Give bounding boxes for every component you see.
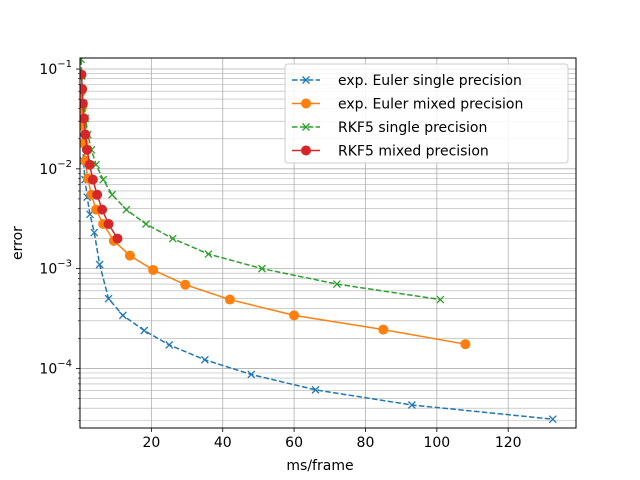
marker-x-stroke <box>548 415 557 424</box>
marker-x-stroke <box>95 260 104 269</box>
data-point <box>168 234 177 243</box>
x-tick-label: 60 <box>285 435 303 451</box>
plot-frame <box>79 57 577 429</box>
data-point <box>148 264 159 275</box>
marker-x-stroke <box>108 190 117 199</box>
legend-entry: RKF5 single precision <box>292 120 487 136</box>
data-point <box>80 98 88 109</box>
legend: exp. Euler single precision exp. Euler mi… <box>284 63 569 164</box>
data-point <box>460 339 471 350</box>
marker-x-stroke <box>204 250 213 259</box>
data-point <box>378 324 389 335</box>
data-point <box>92 189 103 200</box>
data-point <box>122 205 131 214</box>
marker-x-stroke <box>436 295 445 304</box>
data-point <box>247 370 256 379</box>
y-tick-label: 10−4 <box>39 358 72 377</box>
marker-x-stroke <box>332 280 341 289</box>
x-tick-label: 40 <box>214 435 232 451</box>
marker-x-stroke <box>302 76 310 84</box>
legend-marker <box>302 123 310 131</box>
data-point <box>80 113 89 124</box>
legend-box <box>284 63 569 164</box>
data-point <box>311 385 320 394</box>
y-axis-label: error <box>10 226 26 260</box>
marker-x-stroke <box>311 385 320 394</box>
data-point <box>80 69 87 80</box>
data-point <box>80 129 91 140</box>
data-point <box>95 260 104 269</box>
legend-entries: exp. Euler single precision exp. Euler mi… <box>292 73 523 160</box>
data-point <box>407 401 416 409</box>
marker-x-stroke <box>247 370 256 379</box>
marker-x-stroke <box>90 228 99 237</box>
x-tick-label: 100 <box>423 435 450 451</box>
data-point <box>103 219 114 230</box>
data-point <box>90 228 99 237</box>
legend-marker <box>301 98 311 109</box>
data-point <box>80 84 88 95</box>
data-point <box>97 204 108 215</box>
data-point <box>104 294 113 303</box>
marker-x-stroke <box>302 123 310 131</box>
data-point <box>289 310 300 321</box>
data-point <box>84 159 95 170</box>
data-point <box>180 279 191 290</box>
marker-x-stroke <box>200 355 209 364</box>
legend-entry: exp. Euler mixed precision <box>292 97 523 113</box>
y-tick-label: 10−2 <box>39 159 72 178</box>
data-point <box>200 355 209 364</box>
x-axis-label: ms/frame <box>286 458 353 474</box>
marker-x-stroke <box>99 175 108 184</box>
marker-x-stroke <box>407 401 416 409</box>
data-point <box>108 190 117 199</box>
x-axis-ticks: 20 40 60 80 100 120 <box>142 428 522 451</box>
y-tick-label: 10−1 <box>39 59 72 78</box>
series-3 <box>80 69 123 244</box>
legend-label: RKF5 mixed precision <box>338 144 489 160</box>
data-point <box>99 175 108 184</box>
data-point <box>548 415 557 424</box>
data-point <box>124 250 135 261</box>
data-point <box>258 264 266 273</box>
legend-label: exp. Euler single precision <box>338 73 522 89</box>
marker-x-stroke <box>80 58 84 62</box>
x-tick-label: 20 <box>142 435 160 451</box>
legend-marker <box>301 145 311 156</box>
data-point <box>80 58 86 64</box>
data-point <box>332 280 341 289</box>
data-point <box>142 220 150 228</box>
marker-x-stroke <box>168 234 177 243</box>
data-point <box>82 144 93 155</box>
legend-marker <box>302 76 310 84</box>
marker-x-stroke <box>165 340 174 349</box>
x-tick-label: 120 <box>495 435 522 451</box>
data-point <box>224 294 235 305</box>
data-point <box>87 174 98 185</box>
marker-x-stroke <box>122 205 131 214</box>
data-point <box>118 311 127 320</box>
data-point <box>204 250 213 259</box>
marker-x-stroke <box>118 311 127 320</box>
x-tick-label: 80 <box>357 435 375 451</box>
legend-label: RKF5 single precision <box>338 120 487 136</box>
data-point <box>165 340 174 349</box>
legend-entry: exp. Euler single precision <box>292 73 522 89</box>
marker-x-stroke <box>104 294 113 303</box>
legend-entry: RKF5 mixed precision <box>292 144 489 160</box>
data-point <box>112 233 123 244</box>
marker-x-stroke <box>140 326 149 335</box>
legend-label: exp. Euler mixed precision <box>338 97 523 113</box>
y-axis-ticks: 10−4 10−3 10−2 10−1 <box>39 59 80 421</box>
marker-x-stroke <box>258 264 266 273</box>
y-tick-label: 10−3 <box>39 259 72 278</box>
data-point <box>436 295 445 304</box>
data-point <box>140 326 149 335</box>
marker-x-stroke <box>142 220 150 228</box>
